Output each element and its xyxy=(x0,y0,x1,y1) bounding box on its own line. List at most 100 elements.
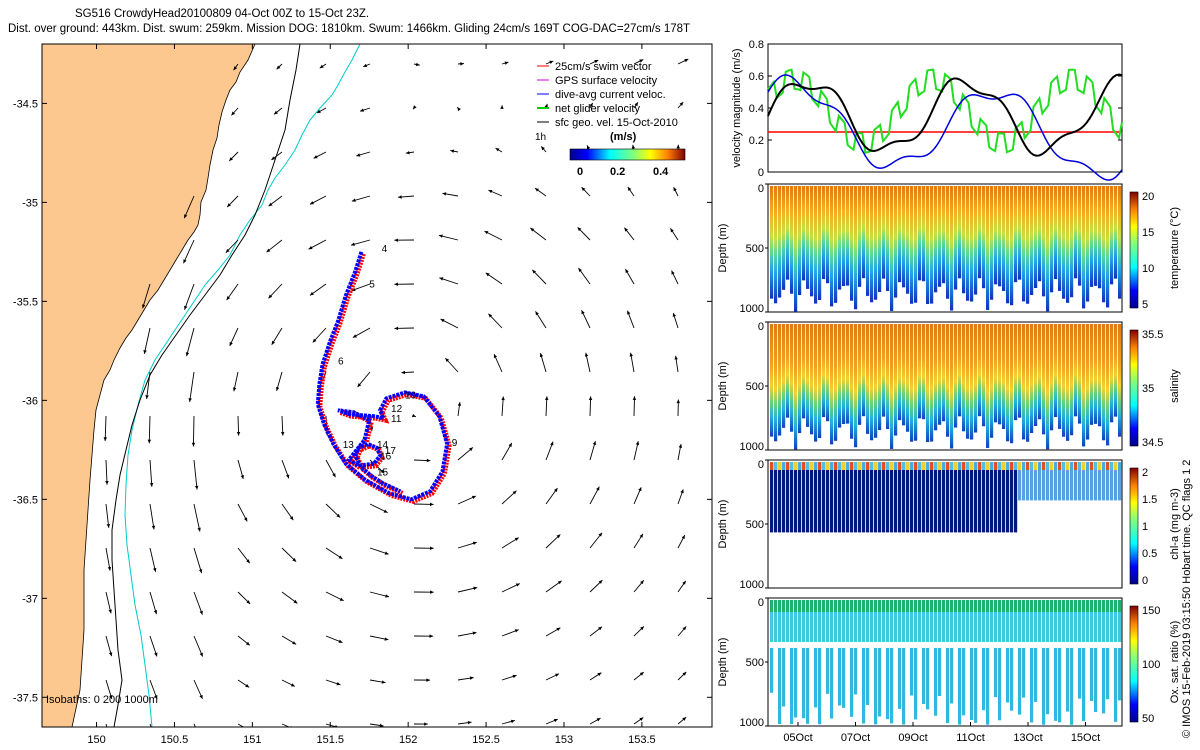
cbar-tick-label: 0 xyxy=(1142,575,1148,587)
map-legend: 25cm/s swim vector GPS surface velocity … xyxy=(535,61,686,178)
depth-axis-label: Depth (m) xyxy=(717,224,729,273)
cbar-tick-label: 2 xyxy=(1142,467,1148,479)
plot-title-line1: SG516 CrowdyHead20100809 04-Oct 00Z to 1… xyxy=(75,8,370,20)
legend-geo: sfc geo. vel. 15-Oct-2010 xyxy=(555,117,678,129)
cbar-label: temperature (°C) xyxy=(1169,207,1181,289)
date-tick-label: 13Oct xyxy=(1013,732,1042,744)
day-label: 5 xyxy=(369,280,375,291)
swim-vector-track xyxy=(317,253,452,504)
lat-tick-label: -34.5 xyxy=(13,98,38,110)
depth-tick-label: 0 xyxy=(758,459,764,471)
cbar-tick-label: 20 xyxy=(1142,191,1154,203)
vel-tick-label: 0.4 xyxy=(749,103,764,115)
legend-gps: GPS surface velocity xyxy=(555,75,658,87)
lat-tick-label: -36 xyxy=(22,395,38,407)
plot-title-line2: Dist. over ground: 443km. Dist. swum: 25… xyxy=(8,23,691,35)
land-mass xyxy=(42,44,256,727)
legend-swim: 25cm/s swim vector xyxy=(555,61,652,73)
isobath-200m xyxy=(124,44,361,727)
lat-tick-label: -37.5 xyxy=(13,692,38,704)
cbar-tick-label: 35.5 xyxy=(1142,329,1163,341)
depth-tick-label: 0 xyxy=(758,183,764,195)
cbar-tick-label: 1.5 xyxy=(1142,494,1157,506)
depth-tick-label: 500 xyxy=(746,657,764,669)
day-label: 9 xyxy=(452,438,458,449)
date-tick-label: 05Oct xyxy=(783,732,812,744)
isobath-label: Isobaths: 0 200 1000m xyxy=(46,694,158,706)
cbar-tick-label: 50 xyxy=(1142,713,1154,725)
colorbar-units: (m/s) xyxy=(610,131,637,143)
velocity-ylabel: velocity magnitude (m/s) xyxy=(731,48,743,167)
depth-tick-label: 0 xyxy=(758,321,764,333)
lon-tick-label: 153.5 xyxy=(628,734,656,746)
depth-tick-label: 0 xyxy=(758,597,764,609)
day-label: 16 xyxy=(380,452,392,463)
day-label: 17 xyxy=(385,446,397,457)
section-panel-2: 0 500 1000 Depth (m) 2 1.5 1 0.5 0 chl-a (mg m-3) xyxy=(717,459,1181,591)
day-label: 13 xyxy=(343,440,355,451)
vel-tick-label: 0.6 xyxy=(749,71,764,83)
current-track xyxy=(315,251,450,502)
lat-tick-label: -35 xyxy=(22,197,38,209)
depth-axis-label: Depth (m) xyxy=(717,500,729,549)
depth-tick-label: 500 xyxy=(746,519,764,531)
section-panel-0: 0 500 1000 Depth (m) 20 15 10 5 temperature (°C) xyxy=(717,183,1181,315)
section-panel-3: 0 500 1000 Depth (m) 150 100 50 Ox. sat. ratio … xyxy=(717,597,1181,729)
depth-tick-label: 1000 xyxy=(740,579,764,591)
day-label: 15 xyxy=(377,468,389,479)
cbar-tick-label: 5 xyxy=(1142,299,1148,311)
qc-label: Hobart time. QC flags 1 2 xyxy=(1181,459,1193,584)
cbar-tick-label: 150 xyxy=(1142,605,1160,617)
cbar-label: chl-a (mg m-3) xyxy=(1169,488,1181,560)
isobath-1000m xyxy=(111,44,301,727)
day-label: 14 xyxy=(377,440,389,451)
colorbar-tick-1: 0.2 xyxy=(610,166,625,178)
right-panels: 0 0.2 0.4 0.6 0.8 velocity magnitude (m/s) 0… xyxy=(717,39,1181,744)
depth-tick-label: 1000 xyxy=(740,303,764,315)
depth-tick-label: 500 xyxy=(746,381,764,393)
legend-net: net glider velocity xyxy=(555,103,640,115)
lon-tick-label: 150.5 xyxy=(161,734,189,746)
lat-tick-label: -36.5 xyxy=(13,494,38,506)
depth-axis-label: Depth (m) xyxy=(717,362,729,411)
velocity-panel: 0 0.2 0.4 0.6 0.8 velocity magnitude (m/s) xyxy=(731,39,1123,181)
vel-tick-label: 0 xyxy=(758,167,764,179)
cbar-tick-label: 1 xyxy=(1142,521,1148,533)
depth-axis-label: Depth (m) xyxy=(717,638,729,687)
day-label: 11 xyxy=(391,414,402,425)
lon-tick-label: 152 xyxy=(399,734,417,746)
cbar-label: salinity xyxy=(1169,369,1181,403)
vel-tick-label: 0.2 xyxy=(749,135,764,147)
date-tick-label: 07Oct xyxy=(841,732,870,744)
lat-tick-label: -37 xyxy=(22,593,38,605)
lon-tick-label: 150 xyxy=(87,734,105,746)
day-label: 6 xyxy=(338,357,344,368)
lon-tick-label: 153 xyxy=(555,734,573,746)
date-axis: 05Oct 07Oct 09Oct 11Oct 13Oct 15Oct xyxy=(783,722,1100,744)
depth-tick-label: 1000 xyxy=(740,441,764,453)
lat-tick-label: -35.5 xyxy=(13,296,38,308)
surface-velocity-vectors xyxy=(103,58,689,727)
imos-label: © IMOS 15-Feb-2019 03:15:50 xyxy=(1181,586,1193,738)
day-label: 10 xyxy=(405,390,417,401)
vel-tick-label: 0.8 xyxy=(749,39,764,51)
legend-1h: 1h xyxy=(535,132,546,143)
legend-dac: dive-avg current veloc. xyxy=(555,89,666,101)
cbar-tick-label: 34.5 xyxy=(1142,437,1163,449)
cbar-tick-label: 15 xyxy=(1142,227,1154,239)
cbar-tick-label: 100 xyxy=(1142,659,1160,671)
date-tick-label: 09Oct xyxy=(898,732,927,744)
day-label: 4 xyxy=(382,244,388,255)
cbar-tick-label: 0.5 xyxy=(1142,548,1157,560)
colorbar-tick-2: 0.4 xyxy=(653,166,669,178)
date-tick-label: 11Oct xyxy=(956,732,985,744)
cbar-tick-label: 10 xyxy=(1142,263,1154,275)
date-tick-label: 15Oct xyxy=(1071,732,1100,744)
depth-tick-label: 1000 xyxy=(740,717,764,729)
section-panel-1: 0 500 1000 Depth (m) 35.5 35 34.5 salinity xyxy=(717,321,1181,453)
cbar-label: Ox. sat. ratio (%) xyxy=(1169,621,1181,704)
lon-tick-label: 152.5 xyxy=(472,734,500,746)
